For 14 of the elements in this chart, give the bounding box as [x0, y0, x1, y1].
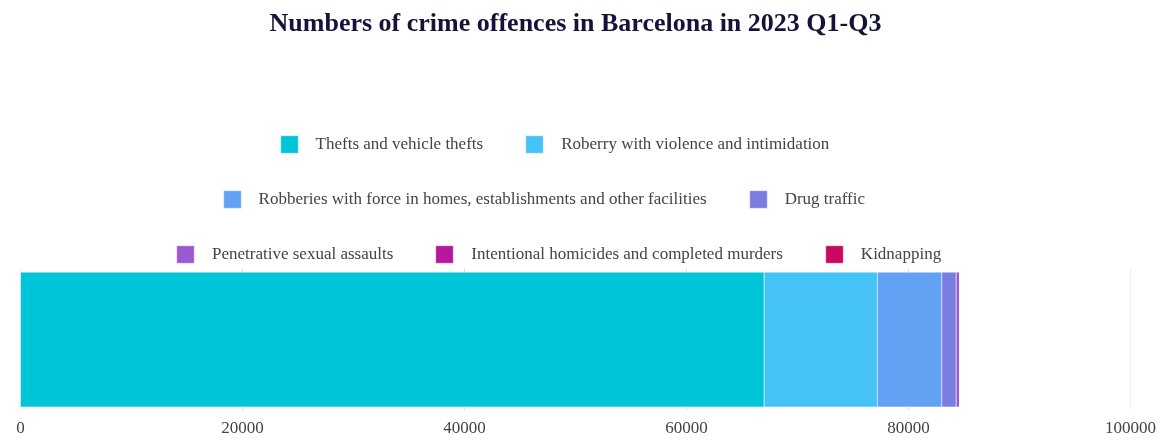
- legend-label: Penetrative sexual assaults: [212, 244, 394, 264]
- legend-label: Thefts and vehicle thefts: [315, 134, 484, 154]
- legend-label: Intentional homicides and completed murders: [471, 244, 783, 264]
- legend-label: Drug traffic: [784, 189, 866, 209]
- x-tick-label: 40000: [443, 417, 486, 437]
- x-tick-label: 60000: [665, 417, 708, 437]
- x-tick-label: 80000: [887, 417, 930, 437]
- x-tick-label: 100000: [1105, 417, 1156, 437]
- x-tick-label: 0: [16, 417, 25, 437]
- legend-label: Kidnapping: [860, 244, 942, 264]
- x-tick-label: 20000: [221, 417, 264, 437]
- chart-title: Numbers of crime offences in Barcelona in 2023 Q1-Q3: [269, 7, 882, 37]
- legend-label: Roberry with violence and intimidation: [561, 134, 830, 154]
- legend-label: Robberies with force in homes, establishments and other facilities: [258, 189, 707, 209]
